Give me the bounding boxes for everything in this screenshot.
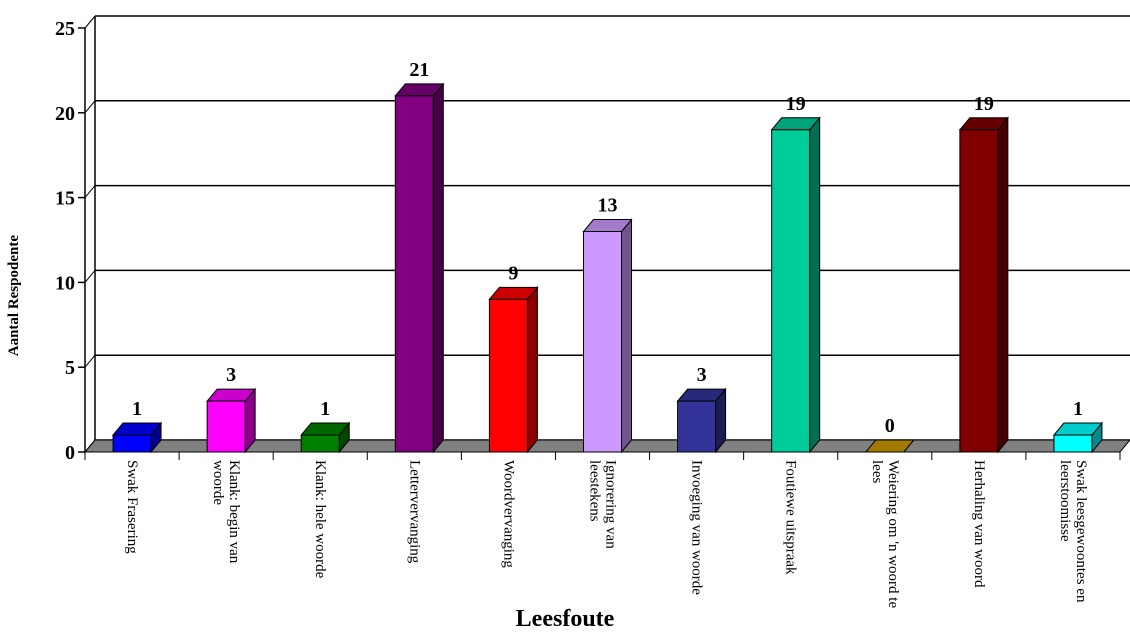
- grid-diagonal: [84, 185, 96, 198]
- bar: [1053, 434, 1093, 453]
- x-tick-label: Swak leesgewoontes en leerstoomisse: [1056, 460, 1089, 603]
- bar: [300, 434, 340, 453]
- x-tick-label: Weiering om 'n woord te lees: [868, 460, 901, 609]
- data-label: 0: [885, 415, 895, 437]
- x-axis-title: Leesfoute: [515, 606, 615, 632]
- bar: [677, 400, 717, 453]
- grid-diagonal: [84, 270, 96, 283]
- data-label: 3: [226, 364, 236, 386]
- bar-side: [621, 218, 632, 454]
- y-tick-label: 20: [55, 103, 75, 125]
- bar-side: [809, 116, 821, 454]
- bar: [583, 231, 622, 453]
- grid-diagonal: [84, 354, 96, 368]
- x-tick-label: Invoeging van woorde: [688, 460, 705, 595]
- x-tick-label: Herhaling van woord: [970, 460, 987, 588]
- bar: [206, 400, 246, 453]
- grid-diagonal: [84, 100, 96, 114]
- x-tick-label: Klank: hele woorde: [312, 460, 329, 579]
- bar: [394, 95, 434, 453]
- bar-side: [526, 285, 538, 454]
- y-tick-label: 10: [55, 272, 75, 294]
- data-label: 19: [974, 93, 994, 115]
- bar-top: [864, 439, 915, 453]
- x-tick-label: Lettervervanging: [406, 460, 423, 564]
- grid-diagonal: [84, 15, 96, 29]
- x-tick-label: Ignorering van leestekens: [586, 460, 619, 549]
- y-axis-title: Aantal Respodente: [6, 235, 22, 357]
- y-tick-label: 5: [65, 357, 75, 379]
- bar: [488, 298, 528, 453]
- data-label: 13: [598, 195, 618, 217]
- y-tick-label: 15: [55, 188, 75, 210]
- y-tick-label: 0: [65, 442, 75, 464]
- data-label: 1: [1073, 398, 1083, 420]
- bar: [959, 129, 999, 453]
- x-tick-label: Swak Frasering: [124, 460, 141, 554]
- bar-side: [432, 82, 444, 454]
- x-tick-label: Klank: begin van woorde: [210, 460, 243, 564]
- data-label: 19: [786, 93, 806, 115]
- y-tick-label: 25: [55, 18, 75, 40]
- data-label: 1: [132, 398, 142, 420]
- bar: [771, 129, 811, 453]
- data-label: 21: [409, 59, 429, 81]
- data-label: 3: [697, 364, 707, 386]
- x-tick-label: Foutiewe uitspraak: [782, 460, 799, 575]
- x-tick-label: Woordvervanging: [500, 460, 517, 568]
- bar-side: [997, 116, 1009, 454]
- bar: [112, 434, 152, 453]
- data-label: 1: [320, 398, 330, 420]
- data-label: 9: [508, 262, 518, 284]
